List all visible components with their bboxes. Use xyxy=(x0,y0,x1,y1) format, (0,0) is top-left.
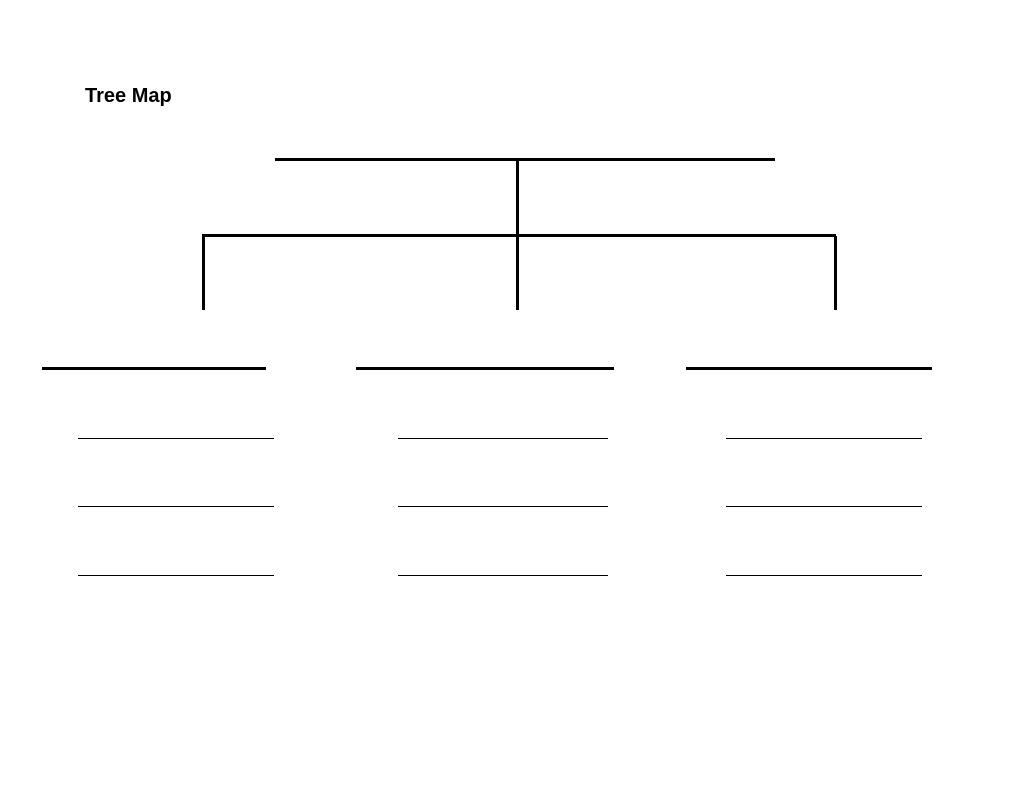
branch-header-line xyxy=(42,367,266,370)
branch-entry-line xyxy=(726,438,922,439)
branch-stem xyxy=(834,236,837,310)
branch-stem xyxy=(516,236,519,310)
root-horizontal-connector xyxy=(202,234,836,237)
branch-entry-line xyxy=(78,438,274,439)
branch-entry-line xyxy=(726,575,922,576)
branch-entry-line xyxy=(78,506,274,507)
branch-entry-line xyxy=(726,506,922,507)
branch-entry-line xyxy=(398,575,608,576)
root-center-stem xyxy=(516,160,519,236)
branch-header-line xyxy=(356,367,614,370)
diagram-title: Tree Map xyxy=(85,85,172,108)
branch-entry-line xyxy=(398,438,608,439)
branch-entry-line xyxy=(398,506,608,507)
root-top-line xyxy=(275,158,775,161)
branch-stem xyxy=(202,236,205,310)
branch-header-line xyxy=(686,367,932,370)
branch-entry-line xyxy=(78,575,274,576)
